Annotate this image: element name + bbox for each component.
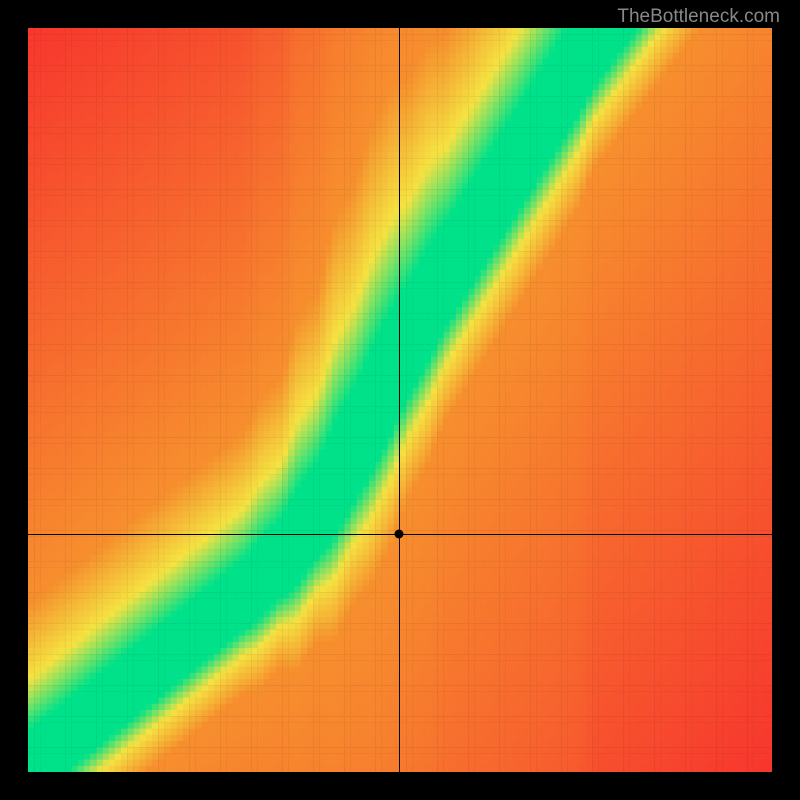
crosshair-marker-dot	[394, 529, 403, 538]
watermark-text: TheBottleneck.com	[617, 6, 780, 28]
heatmap-plot	[28, 28, 772, 772]
heatmap-canvas	[28, 28, 772, 772]
crosshair-vertical	[399, 28, 400, 772]
